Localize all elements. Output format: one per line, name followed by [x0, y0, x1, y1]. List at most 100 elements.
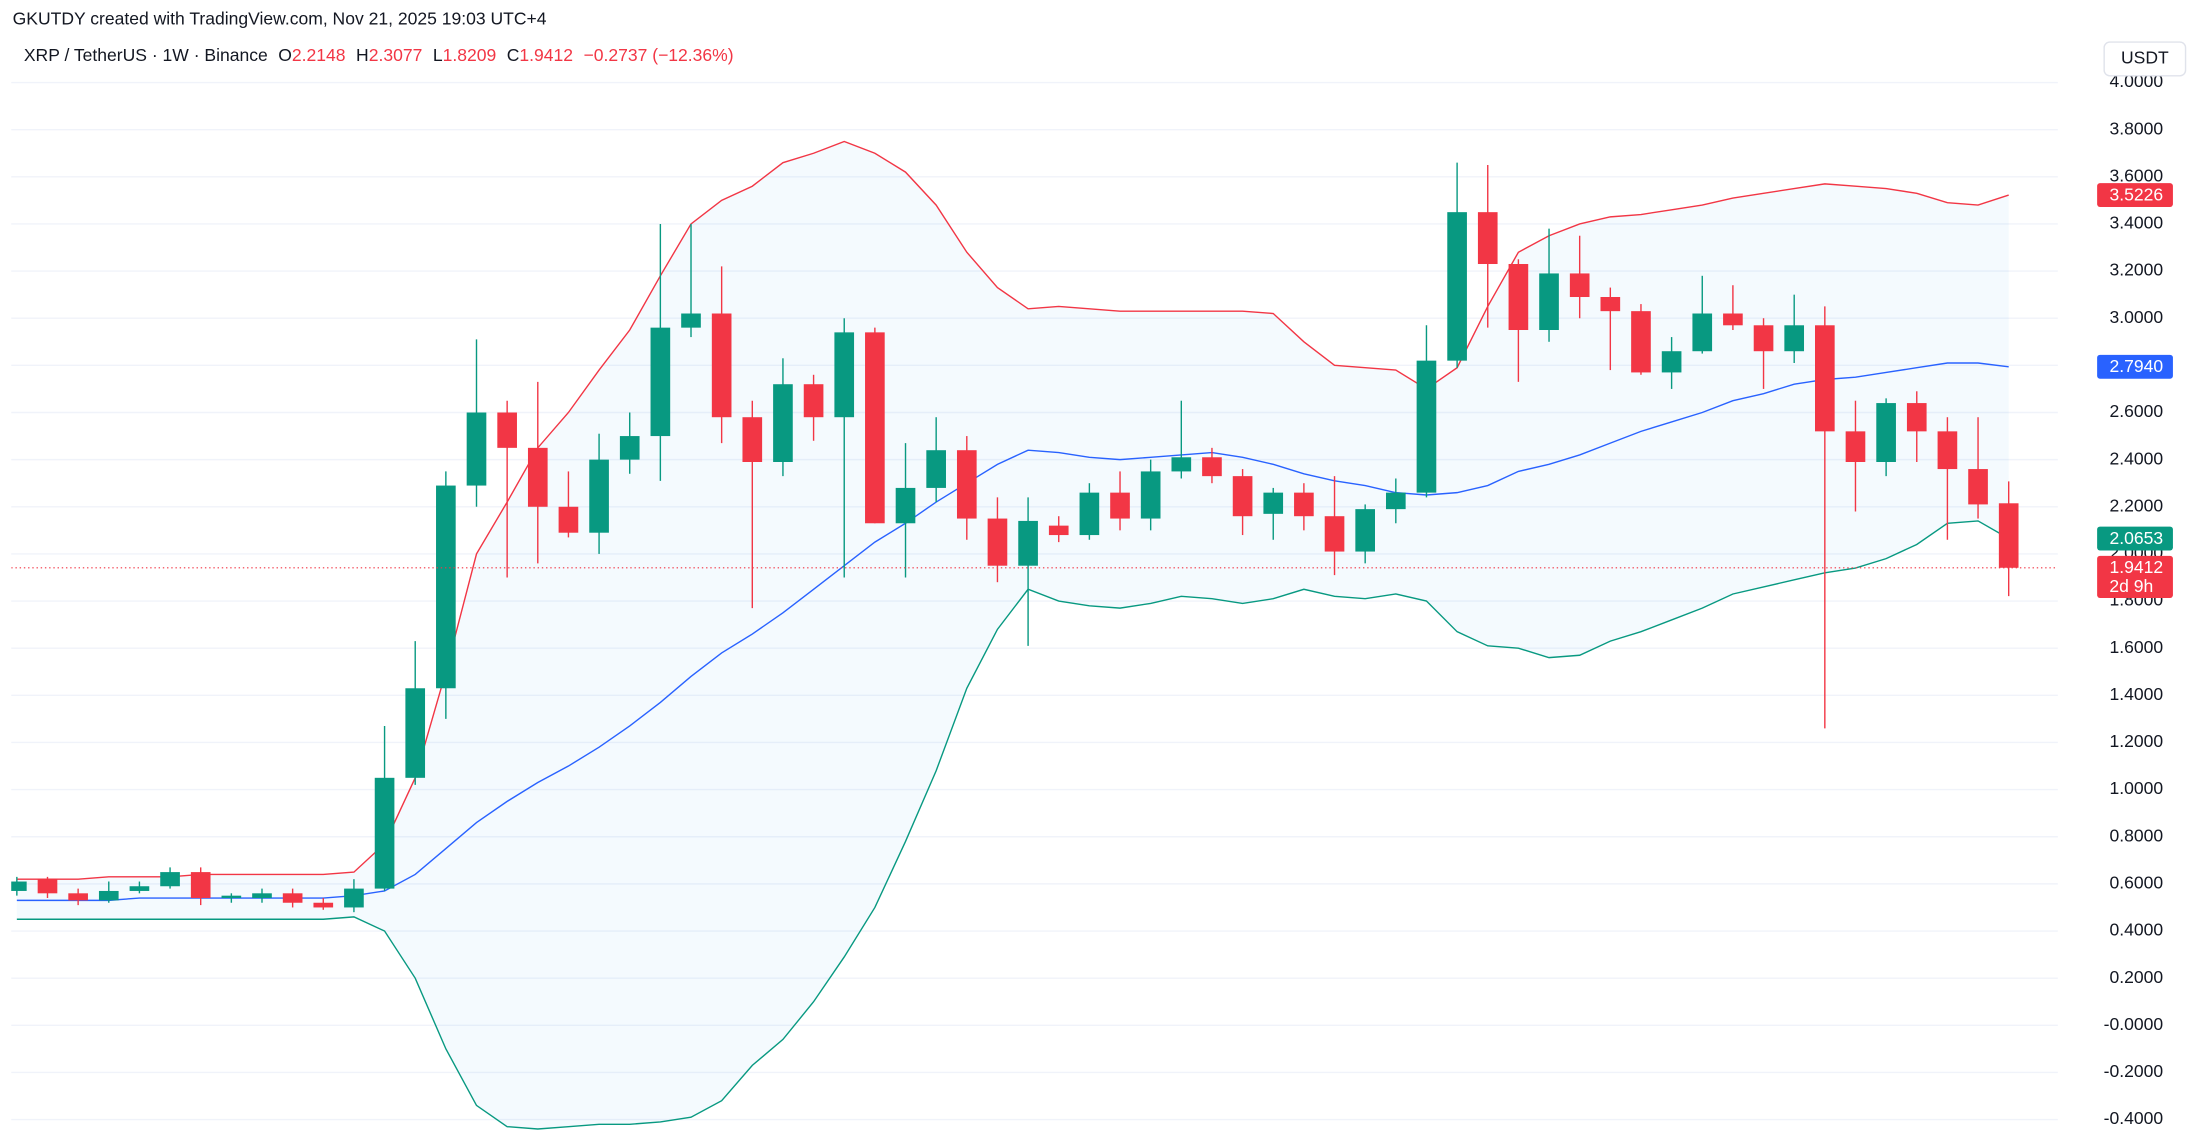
candle-body: [1232, 476, 1253, 517]
candle-body: [742, 417, 763, 462]
h-value: 2.3077: [369, 45, 423, 65]
price-tag-label: 3.5226: [2109, 184, 2163, 204]
candle-body: [1385, 492, 1406, 510]
candle-body: [1661, 351, 1682, 373]
y-tick-label: 3.8000: [2109, 118, 2163, 138]
y-tick-label: 1.6000: [2109, 637, 2163, 657]
currency[interactable]: USDT: [2121, 48, 2169, 68]
candle-body: [160, 872, 180, 887]
candle-body: [1937, 431, 1958, 470]
price-tag-label: 2.7940: [2109, 356, 2163, 376]
plot-area: [11, 140, 2058, 1130]
candle-body: [773, 384, 793, 462]
candle-body: [1324, 516, 1345, 552]
y-tick-label: -0.2000: [2104, 1061, 2164, 1081]
y-tick-label: 0.4000: [2109, 920, 2163, 940]
candle-body: [313, 902, 334, 908]
price-tag-label: 2.0653: [2109, 528, 2163, 548]
y-tick-label: 2.2000: [2109, 495, 2163, 515]
candle-body: [1539, 273, 1559, 331]
candle-body: [1416, 360, 1437, 493]
candle-body: [1784, 325, 1805, 352]
candle-body: [865, 332, 885, 524]
candle-body: [129, 886, 150, 891]
candle-body: [926, 450, 946, 488]
candle-body: [1048, 525, 1069, 536]
candle-body: [436, 485, 456, 689]
candle-body: [221, 895, 242, 899]
band-fill: [16, 141, 2009, 1130]
c-label: C: [507, 45, 520, 65]
y-tick-label: 3.0000: [2109, 307, 2163, 327]
candle-body: [956, 450, 977, 519]
candle-body: [1263, 492, 1284, 514]
header: GKUTDY created with TradingView.com, Nov…: [13, 8, 547, 28]
y-tick-label: 1.4000: [2109, 684, 2163, 704]
candle-body: [1294, 492, 1314, 517]
y-tick-label: 2.6000: [2109, 401, 2163, 421]
candle-body: [1998, 503, 2019, 568]
candle-body: [1477, 212, 1498, 265]
y-tick-label: 3.6000: [2109, 165, 2163, 185]
countdown: 2d 9h: [2109, 576, 2153, 596]
candle-body: [803, 384, 824, 418]
candle-body: [1845, 431, 1866, 462]
price-tag-label: 1.9412: [2109, 557, 2163, 577]
y-tick-label: 1.0000: [2109, 778, 2163, 798]
l-value: 1.8209: [443, 45, 497, 65]
price-axis: 4.00003.80003.60003.40003.20003.00002.80…: [2104, 71, 2164, 1128]
candle-body: [466, 412, 487, 486]
candle-body: [1079, 492, 1100, 536]
candle-body: [1202, 457, 1222, 477]
y-tick-label: 1.2000: [2109, 731, 2163, 751]
price-tag: [2097, 526, 2173, 551]
candle-body: [1723, 313, 1743, 326]
change: −0.2737 (−12.36%): [584, 45, 734, 65]
candle-body: [1968, 469, 1988, 505]
y-tick-label: 0.2000: [2109, 967, 2163, 987]
candle-body: [681, 313, 701, 328]
candle-body: [711, 313, 732, 418]
candle-body: [374, 777, 395, 889]
candle-body: [1508, 264, 1529, 331]
candle-body: [11, 881, 27, 891]
legend: XRP / TetherUS · 1W · Binance O2.2148 H2…: [24, 45, 734, 65]
candle-body: [1600, 297, 1621, 312]
candle-body: [650, 327, 671, 437]
o-value: 2.2148: [292, 45, 346, 65]
candle-body: [1140, 471, 1161, 519]
candle-body: [1815, 325, 1835, 432]
candle-body: [1355, 509, 1375, 552]
o-label: O: [278, 45, 292, 65]
candle-body: [190, 872, 211, 899]
candle-body: [619, 436, 640, 460]
candle-body: [1447, 212, 1467, 361]
candle-body: [1631, 311, 1651, 373]
currency-button[interactable]: [2103, 41, 2187, 77]
band-upper: [16, 140, 2009, 880]
y-tick-label: -0.4000: [2104, 1108, 2164, 1128]
candle-body: [1906, 403, 1927, 432]
candle-body: [1171, 457, 1192, 472]
price-tag: [2097, 183, 2173, 207]
candle-body: [834, 332, 855, 418]
symbol: XRP / TetherUS · 1W · Binance: [24, 45, 268, 65]
y-tick-label: 0.6000: [2109, 873, 2163, 893]
candle-body: [497, 412, 517, 448]
y-tick-label: 3.4000: [2109, 213, 2163, 233]
candle-body: [1569, 273, 1590, 298]
candle-body: [68, 893, 88, 901]
price-tag: [2097, 555, 2173, 598]
candle-body: [1018, 520, 1038, 566]
y-tick-label: 3.2000: [2109, 260, 2163, 280]
candle-body: [37, 879, 58, 894]
candle-body: [282, 893, 303, 903]
candle-body: [1110, 492, 1130, 519]
candle-body: [589, 459, 609, 533]
candle-body: [98, 890, 119, 901]
candle-body: [558, 506, 579, 533]
